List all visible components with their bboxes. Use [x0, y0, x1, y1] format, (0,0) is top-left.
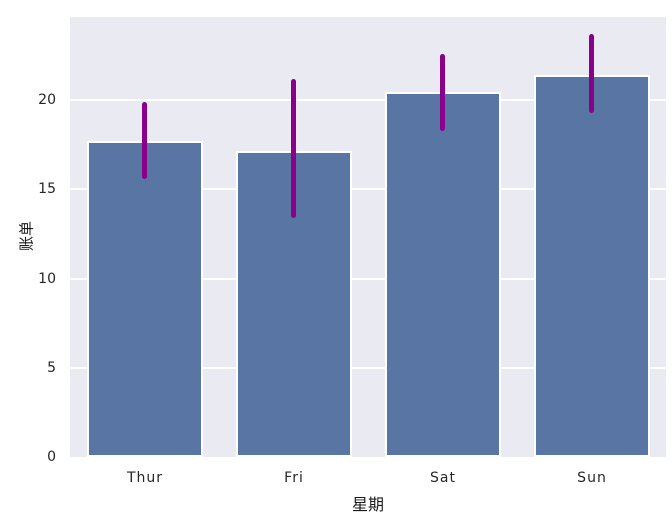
x-tick-label-sun: Sun	[577, 470, 607, 486]
error-bar-sun	[589, 34, 594, 113]
bottom-spine	[70, 457, 666, 459]
x-tick-label-thur: Thur	[126, 470, 164, 486]
y-tick-label-0: 0	[47, 449, 56, 465]
error-bar-thur	[142, 102, 147, 179]
y-tick-label-15: 15	[38, 181, 56, 197]
y-axis-label: 账单	[17, 220, 36, 252]
x-tick-label-sat: Sat	[430, 470, 456, 486]
y-tick-label-20: 20	[38, 92, 56, 108]
gridline-y-20	[70, 99, 666, 102]
error-bar-sat	[440, 54, 445, 131]
error-bar-fri	[291, 79, 296, 218]
y-tick-label-5: 5	[47, 360, 56, 376]
plot-area	[70, 17, 666, 459]
gridline-y-5	[70, 366, 666, 369]
x-tick-label-fri: Fri	[284, 470, 304, 486]
bar-sat	[385, 92, 501, 457]
gridline-y-10	[70, 277, 666, 280]
y-tick-label-10: 10	[38, 271, 56, 287]
gridline-y-15	[70, 188, 666, 191]
bar-thur	[87, 141, 203, 457]
bar-sun	[534, 75, 650, 457]
x-axis-label: 星期	[351, 495, 385, 514]
